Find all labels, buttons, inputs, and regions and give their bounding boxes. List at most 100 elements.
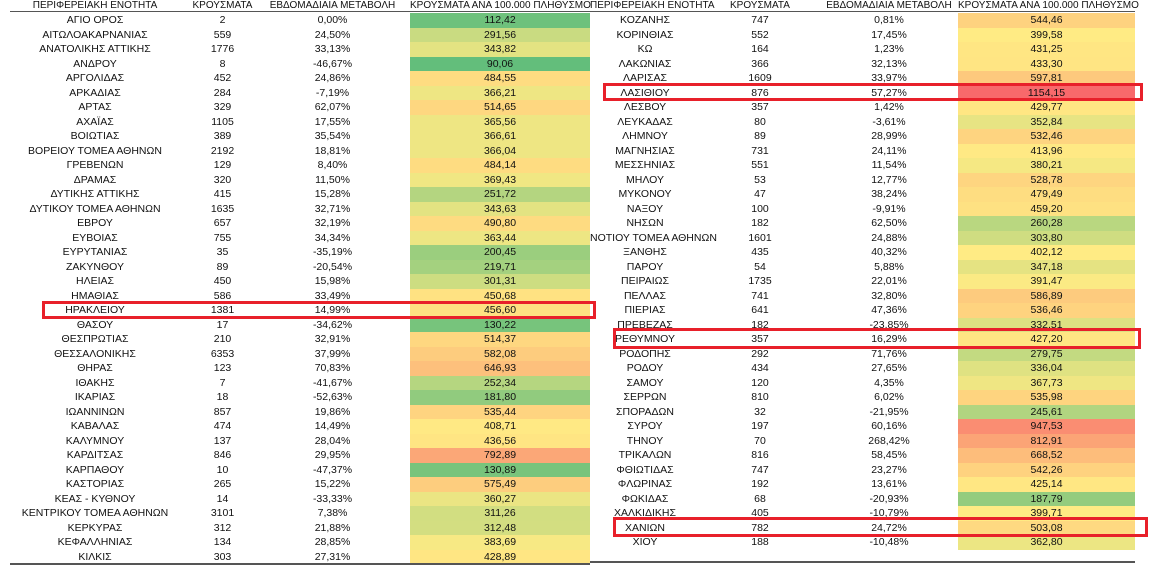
- table-row: ΞΑΝΘΗΣ 435 40,32% 402,12: [0, 245, 1153, 260]
- cases-cell: 137: [213, 434, 232, 447]
- cases-per-100k-cell: 646,93: [410, 361, 590, 376]
- region-name-cell: ΔΥΤΙΚΗΣ ΑΤΤΙΚΗΣ: [50, 188, 140, 200]
- region-name-cell: ΑΧΑΪΑΣ: [76, 115, 114, 128]
- region-name-cell: ΗΛΕΙΑΣ: [75, 275, 114, 287]
- region-name-cell: ΡΕΘΥΜΝΟΥ: [614, 333, 675, 345]
- cases-cell: 320: [213, 173, 232, 186]
- column-header-region-name: ΠΕΡΙΦΕΡΕΙΑΚΗ ΕΝΟΤΗΤΑ: [590, 0, 715, 11]
- region-name-cell: ΛΑΣΙΘΙΟΥ: [620, 86, 670, 99]
- cases-per-100k-cell: 1154,15: [958, 85, 1135, 100]
- weekly-change-cell: 0,00%: [317, 14, 348, 26]
- region-name-cell: ΒΟΙΩΤΙΑΣ: [70, 130, 120, 142]
- cases-per-100k-cell: 532,46: [958, 129, 1135, 144]
- bottom-border: [10, 563, 590, 565]
- weekly-change-cell: 28,99%: [871, 130, 907, 142]
- weekly-change-cell: 12,77%: [871, 173, 907, 186]
- region-name-cell: ΠΙΕΡΙΑΣ: [624, 304, 666, 316]
- cases-per-100k-cell: 336,04: [958, 361, 1135, 376]
- region-name-cell: ΛΕΥΚΑΔΑΣ: [617, 115, 673, 128]
- region-name-cell: ΤΗΝΟΥ: [626, 434, 664, 447]
- cases-cell: 303: [213, 550, 232, 563]
- weekly-change-cell: 28,85%: [314, 536, 351, 548]
- bottom-border: [590, 561, 1135, 563]
- table-row: ΗΛΕΙΑΣ 450 15,98% 301,31: [0, 274, 1153, 289]
- highlight-box: [613, 517, 1148, 537]
- table-row: ΣΥΡΟΥ 197 60,16% 947,53: [0, 419, 1153, 434]
- cases-cell: 747: [751, 463, 769, 476]
- cases-per-100k-cell: 535,98: [958, 390, 1135, 405]
- cases-cell: 1105: [211, 115, 234, 128]
- table-row: ΚΑΡΔΙΤΣΑΣ 846 29,95% 792,89: [0, 448, 1153, 463]
- region-name-cell: ΓΡΕΒΕΝΩΝ: [66, 159, 124, 171]
- weekly-change-cell: -9,91%: [872, 202, 906, 215]
- weekly-change-cell: 33,97%: [871, 72, 907, 84]
- weekly-change-cell: 62,07%: [314, 101, 351, 113]
- cases-cell: 8: [219, 57, 226, 70]
- table-row: ΛΑΚΩΝΙΑΣ 366 32,13% 433,30: [0, 56, 1153, 71]
- cases-cell: 120: [751, 376, 769, 389]
- weekly-change-cell: 40,32%: [871, 246, 907, 258]
- region-name-cell: ΤΡΙΚΑΛΩΝ: [618, 449, 672, 461]
- table-row: ΚΑΣΤΟΡΙΑΣ 265 15,22% 575,49: [0, 477, 1153, 492]
- cases-cell: 389: [213, 130, 232, 142]
- cases-cell: 1601: [748, 231, 772, 244]
- table-row: ΜΥΚΟΝΟΥ 47 38,24% 479,49: [0, 187, 1153, 202]
- region-name-cell: ΚΑΒΑΛΑΣ: [70, 420, 120, 432]
- table-row: ΙΚΑΡΙΑΣ 18 -52,63% 181,80: [0, 390, 1153, 405]
- cases-per-100k-cell: 383,69: [410, 535, 590, 550]
- region-name-cell: ΑΡΓΟΛΙΔΑΣ: [65, 72, 125, 84]
- weekly-change-cell: 22,01%: [871, 275, 907, 287]
- table-row: ΚΑΒΑΛΑΣ 474 14,49% 408,71: [0, 419, 1153, 434]
- table-row: ΑΓΙΟ ΟΡΟΣ 2 0,00% 112,42: [0, 13, 1153, 28]
- table-row: ΦΘΙΩΤΙΔΑΣ 747 23,27% 542,26: [0, 462, 1153, 477]
- cases-cell: 17: [216, 318, 229, 331]
- table-row: ΙΩΑΝΝΙΝΩΝ 857 19,86% 535,44: [0, 404, 1153, 419]
- weekly-change-cell: 70,83%: [314, 362, 351, 374]
- region-name-cell: ΑΡΚΑΔΙΑΣ: [69, 86, 121, 99]
- cases-per-100k-cell: 130,22: [410, 317, 590, 332]
- region-name-cell: ΕΥΒΟΙΑΣ: [72, 231, 118, 244]
- region-name-cell: ΙΘΑΚΗΣ: [75, 376, 115, 389]
- weekly-change-cell: 19,86%: [314, 405, 351, 418]
- table-row: ΚΕΑΣ - ΚΥΘΝΟΥ 14 -33,33% 360,27: [0, 491, 1153, 506]
- weekly-change-cell: 21,88%: [314, 521, 351, 534]
- table-row: ΜΑΓΝΗΣΙΑΣ 731 24,11% 413,96: [0, 143, 1153, 158]
- cases-cell: 1776: [210, 43, 235, 55]
- cases-cell: 2: [219, 14, 226, 26]
- table-row: ΧΑΝΙΩΝ 782 24,72% 503,08: [0, 520, 1153, 535]
- highlight-box: [603, 83, 1143, 101]
- cases-cell: 857: [213, 405, 232, 418]
- table-row: ΚΙΛΚΙΣ 303 27,31% 428,89: [0, 549, 1153, 564]
- table-row: ΘΕΣΣΑΛΟΝΙΚΗΣ 6353 37,99% 582,08: [0, 346, 1153, 361]
- weekly-change-cell: -33,33%: [312, 492, 353, 505]
- table-row: ΔΥΤΙΚΗΣ ΑΤΤΙΚΗΣ 415 15,28% 251,72: [0, 187, 1153, 202]
- cases-cell: 1381: [210, 304, 235, 316]
- cases-per-100k-cell: 367,73: [958, 375, 1135, 390]
- cases-cell: 586: [213, 289, 232, 302]
- cases-cell: 1609: [748, 72, 772, 84]
- weekly-change-cell: 13,61%: [871, 478, 907, 490]
- table-row: ΒΟΡΕΙΟΥ ΤΟΜΕΑ ΑΘΗΝΩΝ 2192 18,81% 366,04: [0, 143, 1153, 158]
- cases-cell: 188: [751, 536, 769, 548]
- cases-cell: 18: [216, 391, 229, 403]
- column-header-region-name: ΠΕΡΙΦΕΡΕΙΑΚΗ ΕΝΟΤΗΤΑ: [32, 0, 158, 11]
- highlight-box: [613, 328, 1141, 349]
- table-row: ΒΟΙΩΤΙΑΣ 389 35,54% 366,61: [0, 129, 1153, 144]
- cases-cell: 182: [751, 318, 769, 331]
- cases-per-100k-cell: 425,14: [958, 477, 1135, 492]
- table-row: ΕΥΡΥΤΑΝΙΑΣ 35 -35,19% 200,45: [0, 245, 1153, 260]
- cases-cell: 134: [213, 536, 232, 548]
- region-name-cell: ΠΑΡΟΥ: [626, 260, 664, 273]
- region-name-cell: ΙΩΑΝΝΙΝΩΝ: [65, 405, 125, 418]
- cases-per-100k-cell: 413,96: [958, 143, 1135, 158]
- cases-cell: 435: [751, 246, 769, 258]
- weekly-change-cell: 18,81%: [314, 144, 351, 157]
- region-name-cell: ΔΡΑΜΑΣ: [73, 173, 117, 186]
- cases-cell: 747: [751, 14, 769, 26]
- region-name-cell: ΑΙΤΩΛΟΑΚΑΡΝΑΝΙΑΣ: [42, 28, 148, 41]
- cases-cell: 284: [213, 86, 232, 99]
- cases-per-100k-cell: 391,47: [958, 274, 1135, 289]
- cases-cell: 70: [754, 434, 766, 447]
- weekly-change-cell: -52,63%: [312, 391, 353, 403]
- cases-cell: 123: [213, 362, 232, 374]
